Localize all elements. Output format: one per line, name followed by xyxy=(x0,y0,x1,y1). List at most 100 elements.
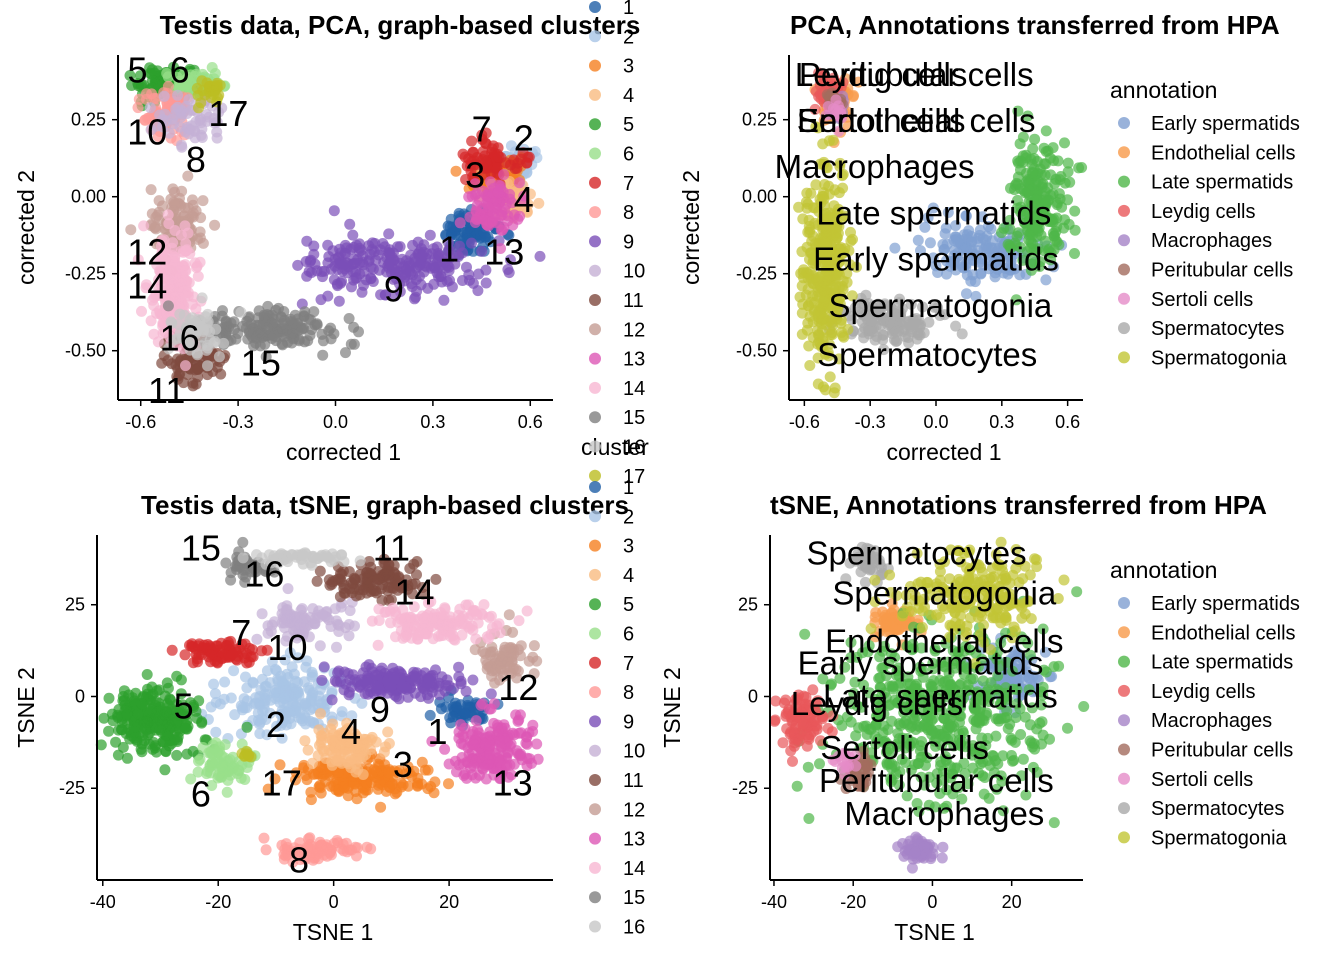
y-tick-label: -0.25 xyxy=(65,264,106,284)
data-point xyxy=(146,681,158,693)
legend-label: Spermatocytes xyxy=(1151,318,1284,340)
legend-key xyxy=(589,469,601,482)
data-point xyxy=(329,603,341,615)
legend-key xyxy=(589,510,601,523)
legend-label: 5 xyxy=(623,594,634,616)
point-label: 6 xyxy=(191,774,211,815)
data-point xyxy=(1012,179,1024,191)
data-point xyxy=(520,731,532,743)
data-point xyxy=(208,678,220,690)
data-point xyxy=(260,844,272,856)
data-point xyxy=(166,644,178,656)
data-point xyxy=(507,626,519,638)
legend-label: 15 xyxy=(623,887,645,909)
y-tick-label: 0.00 xyxy=(71,187,106,207)
data-point xyxy=(388,674,400,685)
data-point xyxy=(282,336,293,348)
point-label: Leydig cells xyxy=(795,56,967,93)
data-point xyxy=(503,609,515,621)
x-tick-label: 0.6 xyxy=(518,412,543,432)
data-point xyxy=(804,360,816,371)
data-point xyxy=(453,661,465,673)
data-point xyxy=(215,368,227,380)
legend-label: 16 xyxy=(623,917,645,939)
data-point xyxy=(235,306,247,318)
x-axis-label: corrected 1 xyxy=(886,439,1001,465)
legend-key xyxy=(1118,263,1130,276)
data-point xyxy=(128,721,140,733)
data-point xyxy=(362,573,373,585)
data-point xyxy=(425,681,437,692)
legend-label: 14 xyxy=(623,378,645,400)
data-point xyxy=(159,764,171,776)
point-label: 3 xyxy=(393,744,413,785)
x-tick-label: 20 xyxy=(439,892,459,912)
point-label: 14 xyxy=(127,265,167,306)
data-point xyxy=(307,603,319,615)
data-point xyxy=(331,641,342,653)
data-point xyxy=(392,241,403,253)
y-axis-label: corrected 2 xyxy=(13,170,39,285)
data-point xyxy=(153,195,165,207)
x-tick-label: -40 xyxy=(90,892,116,912)
legend-key xyxy=(589,1,601,13)
data-point xyxy=(121,709,133,721)
legend-label: 13 xyxy=(623,349,645,371)
data-point xyxy=(510,709,522,721)
data-point xyxy=(210,737,222,749)
data-point xyxy=(288,668,300,680)
data-point xyxy=(471,609,483,621)
data-point xyxy=(136,305,147,317)
data-point xyxy=(269,687,281,699)
y-tick-label: 0 xyxy=(75,686,85,706)
x-axis-label: corrected 1 xyxy=(286,439,401,465)
legend-key xyxy=(1118,175,1130,188)
legend-key xyxy=(589,294,601,306)
data-point xyxy=(150,78,162,90)
y-tick-label: 0.00 xyxy=(742,187,777,207)
data-point xyxy=(341,242,353,254)
data-point xyxy=(343,313,355,324)
data-point xyxy=(418,612,430,624)
point-label: 16 xyxy=(244,553,284,594)
point-label: 4 xyxy=(341,711,361,752)
data-point xyxy=(480,277,492,289)
data-point xyxy=(802,300,814,312)
data-point xyxy=(1014,138,1026,150)
data-point xyxy=(829,382,841,394)
point-label: Sertoli cells xyxy=(797,102,966,139)
data-point xyxy=(317,349,329,361)
data-point xyxy=(202,639,214,650)
data-point xyxy=(150,211,162,223)
point-label: 4 xyxy=(514,179,534,220)
data-point xyxy=(194,232,206,244)
x-tick-label: -20 xyxy=(205,892,231,912)
data-point xyxy=(166,113,178,125)
point-label: 7 xyxy=(472,108,492,149)
data-point xyxy=(182,287,194,298)
data-point xyxy=(258,832,270,844)
data-point xyxy=(158,90,170,102)
data-point xyxy=(1059,137,1070,149)
data-point xyxy=(496,650,508,662)
legend-label: Leydig cells xyxy=(1151,201,1256,223)
data-point xyxy=(461,772,473,784)
data-point xyxy=(442,619,454,631)
y-tick-label: -0.50 xyxy=(736,341,777,361)
data-point xyxy=(294,706,306,718)
point-label: 10 xyxy=(127,111,167,152)
data-point xyxy=(531,738,543,750)
data-point xyxy=(250,692,262,704)
data-point xyxy=(533,197,545,209)
y-tick-label: 0.25 xyxy=(742,110,777,130)
data-point xyxy=(467,738,479,750)
data-point xyxy=(521,605,533,617)
data-point xyxy=(328,328,340,340)
data-point xyxy=(193,102,204,114)
data-point xyxy=(415,691,427,703)
legend-label: 16 xyxy=(623,437,645,459)
data-point xyxy=(161,677,173,689)
data-point xyxy=(305,254,317,266)
data-point xyxy=(338,259,350,271)
data-point xyxy=(493,618,505,630)
